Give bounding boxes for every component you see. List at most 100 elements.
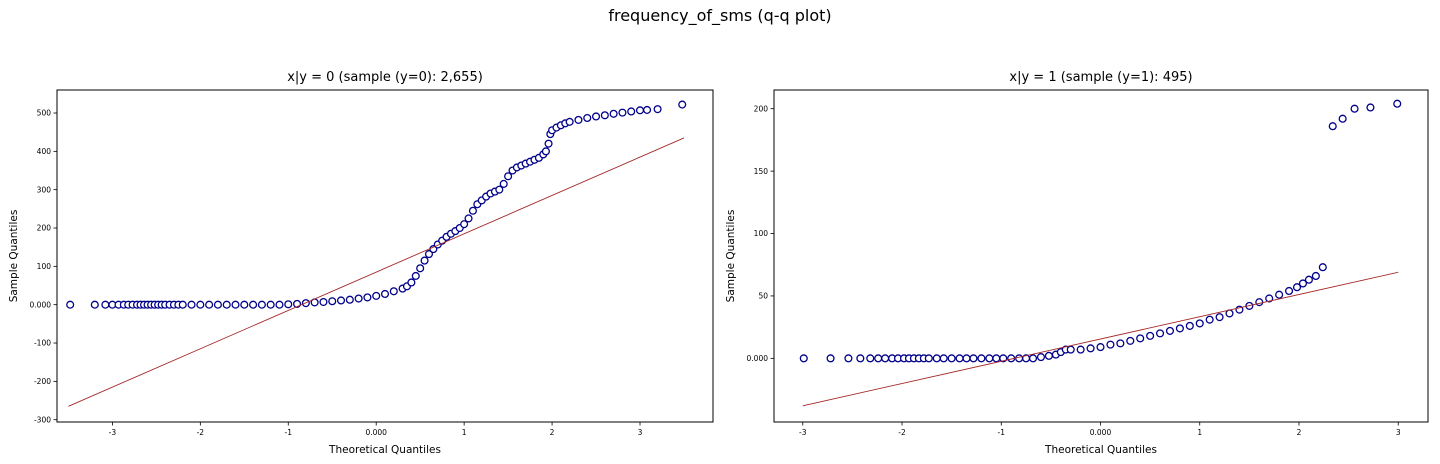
data-point — [1215, 313, 1224, 322]
data-point — [992, 354, 1001, 363]
data-point — [178, 300, 187, 309]
axes-frame — [56, 89, 714, 423]
data-point — [328, 297, 337, 306]
data-point — [1036, 353, 1046, 362]
data-point — [844, 354, 853, 363]
data-point — [504, 172, 513, 181]
data-point — [1195, 319, 1204, 328]
y-tick-label: -100 — [34, 339, 51, 348]
data-point — [678, 100, 687, 109]
data-point — [627, 107, 636, 116]
data-point — [574, 115, 583, 124]
data-point — [881, 354, 890, 363]
data-point — [1304, 275, 1313, 284]
data-point — [275, 300, 284, 309]
x-tick-label: 0.000 — [1090, 428, 1112, 437]
data-point — [1350, 104, 1359, 113]
data-point — [363, 293, 372, 302]
data-point — [609, 109, 618, 118]
data-point — [1318, 263, 1327, 272]
data-point — [565, 117, 574, 126]
data-point — [231, 300, 240, 309]
data-point — [653, 105, 662, 114]
data-point — [90, 300, 99, 309]
y-tick-label: -200 — [34, 377, 51, 386]
y-tick-label: 400 — [37, 147, 52, 156]
data-point — [424, 250, 434, 259]
data-point — [1066, 345, 1075, 354]
data-point — [856, 354, 865, 363]
data-point — [372, 291, 381, 300]
data-point — [939, 354, 948, 363]
x-tick-label: -3 — [109, 428, 117, 437]
data-point — [924, 354, 933, 363]
data-point — [955, 354, 964, 363]
data-point — [354, 294, 363, 303]
data-point — [985, 354, 994, 363]
data-point — [1292, 283, 1302, 292]
data-point — [591, 112, 601, 121]
data-point — [1275, 290, 1284, 299]
data-point — [460, 220, 469, 229]
data-point — [618, 108, 627, 117]
data-point — [499, 179, 508, 188]
x-tick-label: -2 — [197, 428, 205, 437]
qq-panel-0: x|y = 0 (sample (y=0): 2,655) -3 -2 -1 0.000… — [8, 70, 714, 456]
data-point — [1285, 286, 1294, 296]
data-point — [866, 354, 875, 363]
data-point — [583, 113, 592, 123]
data-point — [495, 185, 504, 194]
data-point — [947, 354, 956, 363]
data-point — [389, 287, 398, 296]
data-point — [380, 289, 390, 299]
data-point — [1393, 99, 1402, 108]
qq-panel-1: x|y = 1 (sample (y=1): 495) -3 -2 -1 0.000 1 2… — [725, 70, 1429, 456]
data-point — [1044, 351, 1053, 360]
data-point — [319, 297, 328, 307]
x-tick-label: 2 — [1297, 428, 1302, 437]
x-tick-label: 1 — [462, 428, 467, 437]
x-tick-label: -2 — [898, 428, 906, 437]
data-point — [1156, 329, 1165, 338]
data-point — [1146, 331, 1155, 340]
data-point — [240, 300, 249, 309]
reference-line — [802, 271, 1399, 407]
data-point — [101, 300, 110, 309]
data-point — [1311, 271, 1320, 281]
data-point — [416, 264, 425, 273]
y-tick-label: -300 — [34, 415, 51, 424]
data-point — [1106, 340, 1115, 349]
y-tick-label: 200 — [754, 104, 769, 113]
data-point — [1076, 345, 1085, 354]
data-point — [464, 214, 473, 223]
x-tick-label: -1 — [998, 428, 1006, 437]
data-point — [1086, 344, 1095, 353]
y-tick-label: 0.000 — [747, 354, 769, 363]
data-point — [66, 300, 75, 309]
data-point — [826, 354, 835, 363]
data-point — [977, 354, 986, 363]
data-point — [1205, 315, 1214, 324]
y-axis-label: Sample Quantiles — [8, 210, 20, 303]
x-tick-label: 2 — [550, 428, 555, 437]
y-tick-label: 200 — [37, 224, 52, 233]
panel-title: x|y = 1 (sample (y=1): 495) — [1009, 70, 1192, 85]
data-point — [213, 300, 222, 309]
data-point — [205, 300, 214, 309]
data-point — [1165, 326, 1175, 335]
y-tick-label: 100 — [37, 262, 52, 271]
x-tick-label: 1 — [1197, 428, 1202, 437]
x-tick-label: 3 — [1396, 428, 1401, 437]
y-tick-label: 500 — [37, 109, 52, 118]
data-point — [799, 354, 808, 363]
data-point — [345, 295, 354, 304]
data-point — [1298, 279, 1308, 288]
x-axis-label: Theoretical Quantiles — [1044, 444, 1157, 456]
axes-frame — [773, 89, 1429, 423]
data-point — [196, 300, 205, 309]
data-point — [544, 139, 553, 148]
data-point — [407, 278, 416, 287]
x-tick-label: -3 — [799, 428, 807, 437]
